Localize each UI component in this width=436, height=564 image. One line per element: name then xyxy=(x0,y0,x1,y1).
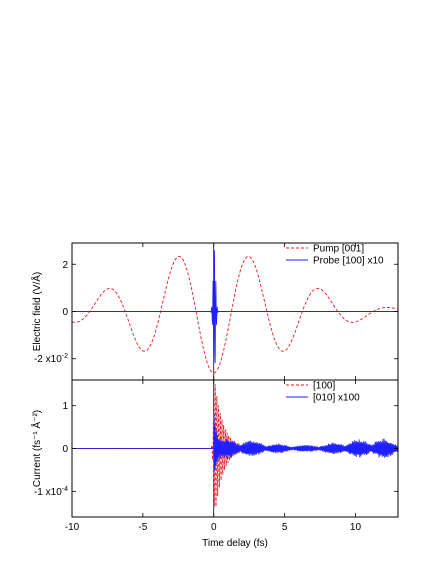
x-axis-label: Time delay (fs) xyxy=(202,538,268,549)
y-axis-label: Current (fs⁻¹ Å⁻²) xyxy=(30,410,43,487)
plot-area xyxy=(72,250,398,374)
series-line-1 xyxy=(72,413,398,471)
ytick-label: 2 xyxy=(62,260,68,271)
xtick-label: 5 xyxy=(282,522,288,533)
y-axis-label: Electric field (V/Å) xyxy=(30,272,43,351)
ytick-label: 0 xyxy=(62,307,68,318)
legend-label: [010] x100 xyxy=(313,393,360,404)
ytick-label: -1 x10-4 xyxy=(34,486,68,498)
plot-area xyxy=(72,384,398,507)
legend-label: Probe [100] x10 xyxy=(313,256,384,267)
xtick-label: 0 xyxy=(211,522,217,533)
series-line-0 xyxy=(72,255,398,374)
legend-label: Pump [001] xyxy=(313,244,364,255)
legend-label: [100] xyxy=(313,381,335,392)
xtick-label: 10 xyxy=(350,522,362,533)
top-panel: 2 0 -2 x10-2 Electric field (V/Å) Pump [001]… xyxy=(30,242,399,381)
ytick-label: 0 xyxy=(62,444,68,455)
xtick-label: -10 xyxy=(65,522,80,533)
ytick-label: -2 x10-2 xyxy=(34,353,68,365)
xtick-label: -5 xyxy=(138,522,147,533)
series-line-1 xyxy=(72,250,398,364)
ytick-label: 1 xyxy=(62,401,68,412)
